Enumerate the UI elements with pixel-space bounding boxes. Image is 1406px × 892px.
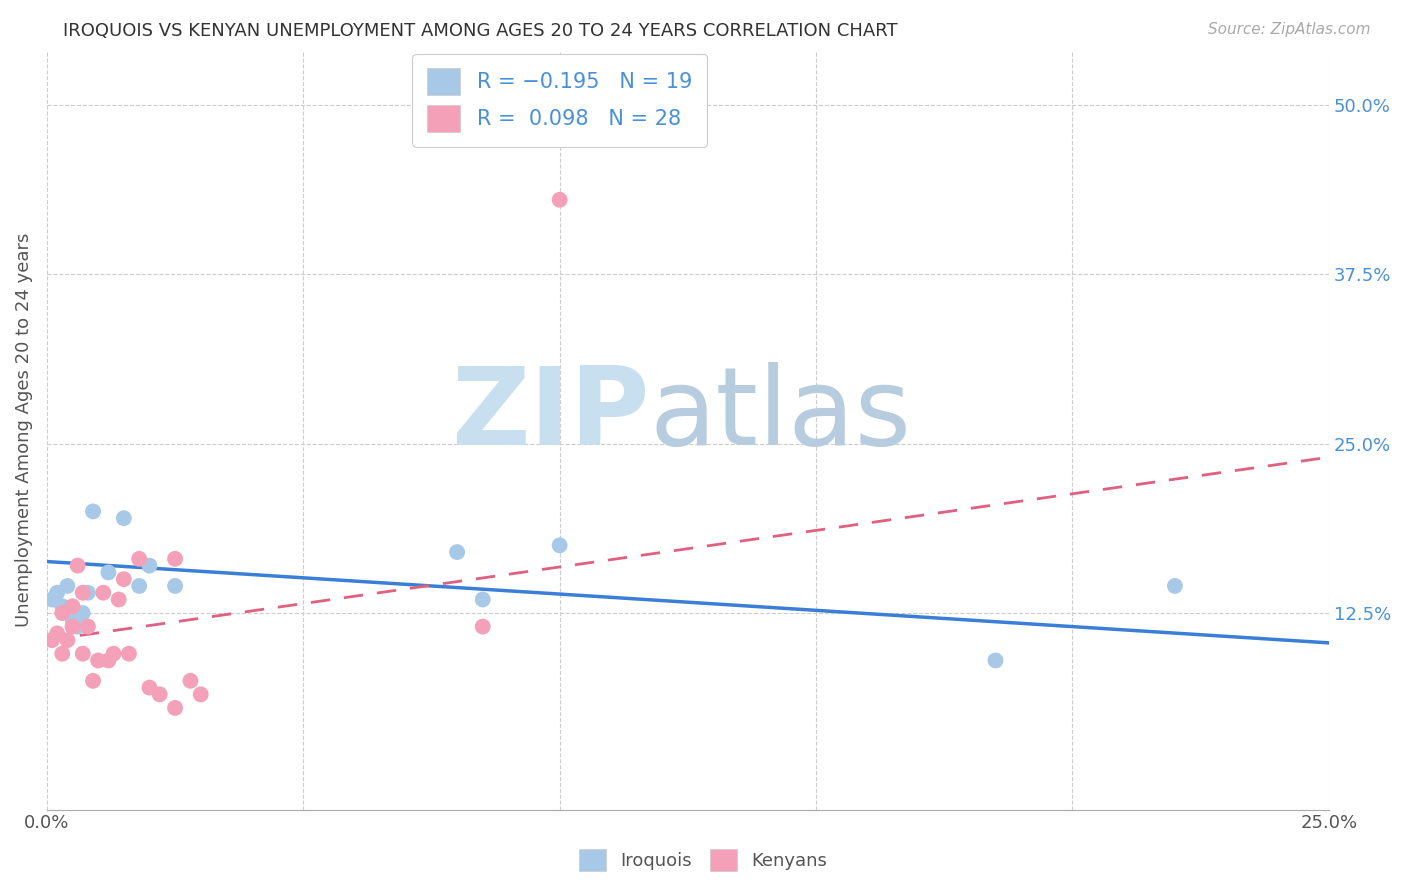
Point	[128, 579, 150, 593]
Point	[179, 673, 201, 688]
Point	[87, 653, 110, 667]
Point	[72, 585, 94, 599]
Point	[91, 585, 114, 599]
Point	[46, 585, 69, 599]
Point	[138, 681, 160, 695]
Point	[112, 572, 135, 586]
Point	[41, 633, 63, 648]
Point	[190, 687, 212, 701]
Point	[165, 701, 187, 715]
Point	[149, 687, 172, 701]
Point	[471, 592, 494, 607]
Point	[51, 599, 73, 614]
Text: Source: ZipAtlas.com: Source: ZipAtlas.com	[1208, 22, 1371, 37]
Y-axis label: Unemployment Among Ages 20 to 24 years: Unemployment Among Ages 20 to 24 years	[15, 233, 32, 627]
Point	[41, 592, 63, 607]
Legend: R = −0.195   N = 19, R =  0.098   N = 28: R = −0.195 N = 19, R = 0.098 N = 28	[412, 54, 707, 146]
Point	[165, 579, 187, 593]
Point	[66, 619, 89, 633]
Point	[138, 558, 160, 573]
Point	[51, 606, 73, 620]
Point	[62, 619, 84, 633]
Text: ZIP: ZIP	[451, 362, 650, 468]
Point	[56, 633, 79, 648]
Point	[72, 647, 94, 661]
Point	[56, 579, 79, 593]
Point	[97, 566, 120, 580]
Text: atlas: atlas	[650, 362, 911, 468]
Point	[118, 647, 141, 661]
Text: IROQUOIS VS KENYAN UNEMPLOYMENT AMONG AGES 20 TO 24 YEARS CORRELATION CHART: IROQUOIS VS KENYAN UNEMPLOYMENT AMONG AG…	[63, 22, 898, 40]
Point	[165, 552, 187, 566]
Point	[82, 504, 104, 518]
Point	[51, 647, 73, 661]
Point	[984, 653, 1007, 667]
Point	[62, 613, 84, 627]
Point	[46, 626, 69, 640]
Point	[548, 193, 571, 207]
Legend: Iroquois, Kenyans: Iroquois, Kenyans	[571, 842, 835, 879]
Point	[62, 599, 84, 614]
Point	[82, 673, 104, 688]
Point	[77, 619, 100, 633]
Point	[97, 653, 120, 667]
Point	[66, 558, 89, 573]
Point	[548, 538, 571, 552]
Point	[107, 592, 129, 607]
Point	[128, 552, 150, 566]
Point	[1164, 579, 1187, 593]
Point	[446, 545, 468, 559]
Point	[471, 619, 494, 633]
Point	[77, 585, 100, 599]
Point	[103, 647, 125, 661]
Point	[112, 511, 135, 525]
Point	[72, 606, 94, 620]
